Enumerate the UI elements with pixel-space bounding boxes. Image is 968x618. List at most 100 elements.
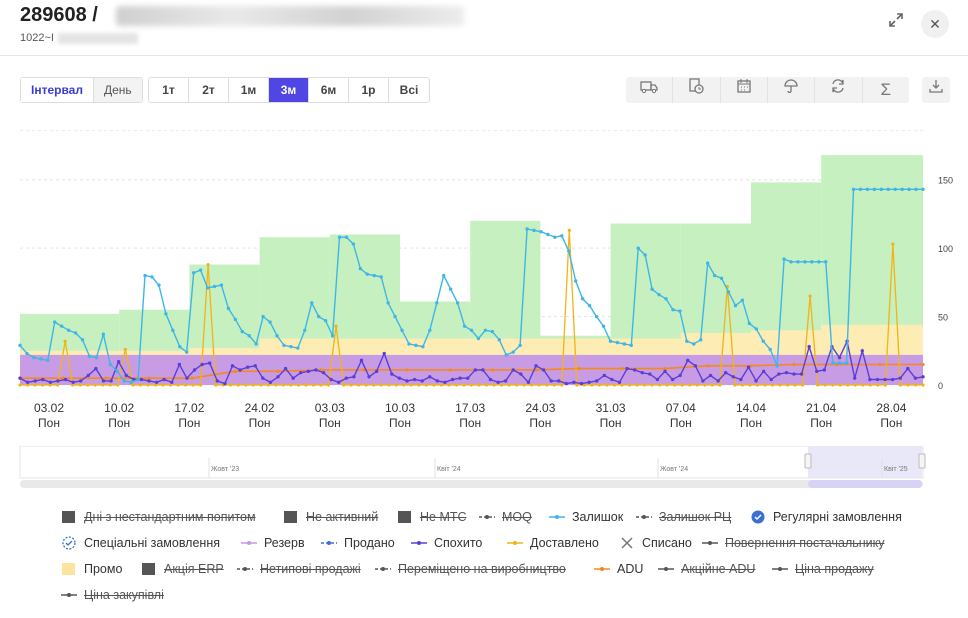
sold-point-78: [610, 377, 614, 382]
delivered-point-87: [673, 383, 677, 387]
sold-point-59: [466, 376, 470, 380]
sold-point-83: [648, 372, 652, 376]
sold-point-108: [837, 355, 842, 360]
legend-item-16[interactable]: Нетипові продажі: [236, 560, 361, 578]
legend-item-2[interactable]: Не МТС: [396, 508, 467, 526]
stock-point-53: [386, 301, 390, 305]
sold-point-104: [807, 344, 811, 349]
legend-square-icon: [60, 562, 78, 576]
legend-item-11[interactable]: Доставлено: [506, 534, 599, 552]
timeline-navigator[interactable]: Жовт '23 Квіт '24 Жовт '24 Квіт '25: [0, 446, 968, 492]
x-tick-date-9: 07.04: [666, 401, 696, 415]
close-icon[interactable]: ✕: [921, 10, 949, 38]
sold-point-87: [678, 373, 682, 378]
stock-point-125: [886, 187, 890, 192]
legend-dashline-icon: [478, 510, 496, 524]
stock-chart[interactable]: 15010050003.02Пон10.02Пон17.02Пон24.02По…: [0, 110, 968, 440]
navigator-label-3: Квіт '25: [884, 465, 908, 473]
legend-item-7[interactable]: Спеціальні замовлення: [60, 534, 220, 552]
stock-point-37: [275, 334, 279, 338]
legend-item-17[interactable]: Переміщено на виробництво: [374, 560, 566, 578]
delivered-point-43: [341, 383, 346, 387]
delivered-point-92: [710, 383, 714, 387]
legend-item-20[interactable]: Ціна продажу: [771, 560, 874, 578]
sold-point-32: [261, 376, 265, 380]
delivered-point-73: [567, 228, 571, 232]
sold-point-0: [18, 376, 22, 380]
range-button-3[interactable]: 3м: [269, 78, 309, 102]
stock-point-7: [66, 328, 71, 332]
stock-point-114: [810, 260, 814, 264]
delivered-point-103: [793, 383, 797, 387]
delivered-point-105: [808, 294, 812, 298]
delivered-point-38: [304, 383, 308, 387]
truck-icon[interactable]: [626, 77, 674, 103]
legend-item-19[interactable]: Акційне ADU: [657, 560, 755, 578]
toggle-interval[interactable]: Інтервал: [21, 78, 94, 102]
stock-point-110: [782, 257, 786, 261]
legend-item-21[interactable]: Ціна закупівлі: [60, 586, 164, 604]
legend-item-0[interactable]: Дні з нестандартним попитом: [60, 508, 256, 526]
delivered-point-1: [25, 383, 30, 387]
legend-item-10[interactable]: Спохито: [410, 534, 482, 552]
modal-header: 289608 / 1022~I ✕: [0, 0, 968, 56]
sold-point-103: [799, 372, 804, 376]
stock-point-29: [219, 283, 224, 287]
legend-item-18[interactable]: ADU: [593, 560, 643, 578]
range-button-0[interactable]: 1т: [149, 78, 189, 102]
delivered-point-67: [522, 383, 526, 387]
sold-point-86: [670, 377, 675, 382]
legend-square-icon: [60, 510, 78, 524]
stock-point-75: [539, 230, 543, 234]
legend-item-8[interactable]: Резерв: [240, 534, 305, 552]
delivered-point-106: [816, 383, 820, 387]
x-tick-date-5: 10.03: [385, 401, 415, 415]
download-icon[interactable]: [922, 77, 950, 103]
stock-point-0: [18, 343, 22, 348]
stock-point-62: [448, 287, 453, 291]
legend-item-14[interactable]: Промо: [60, 560, 122, 578]
legend-item-4[interactable]: Залишок: [548, 508, 623, 526]
calendar-icon[interactable]: [721, 77, 768, 103]
range-button-6[interactable]: Всі: [389, 78, 429, 102]
delivered-point-21: [176, 383, 180, 387]
delivered-point-12: [108, 383, 112, 387]
legend-label: Спеціальні замовлення: [84, 536, 220, 550]
range-button-5[interactable]: 1р: [349, 78, 389, 102]
legend-item-5[interactable]: Залишок РЦ: [635, 508, 731, 526]
umbrella-icon[interactable]: [768, 77, 816, 103]
delivered-point-17: [146, 383, 150, 387]
range-button-1[interactable]: 2т: [189, 78, 229, 102]
expand-icon[interactable]: [884, 12, 908, 36]
sold-point-80: [625, 366, 629, 371]
legend-item-9[interactable]: Продано: [320, 534, 395, 552]
stock-point-16: [129, 380, 133, 384]
stock-point-88: [629, 343, 633, 348]
legend-line-icon: [593, 562, 611, 576]
stock-point-10: [87, 354, 92, 358]
delivered-point-32: [259, 383, 263, 387]
legend-item-15[interactable]: Акція ERP: [140, 560, 224, 578]
sold-point-96: [746, 365, 751, 369]
refresh-icon[interactable]: [815, 77, 863, 103]
stock-point-40: [296, 346, 300, 350]
legend-line-icon: [548, 510, 566, 524]
legend-item-12[interactable]: Списано: [618, 534, 692, 552]
sold-point-45: [359, 358, 364, 363]
y-tick-label-1: 100: [938, 244, 953, 254]
sigma-icon[interactable]: Σ: [880, 80, 892, 99]
stock-point-115: [817, 260, 821, 264]
range-button-2[interactable]: 1м: [229, 78, 269, 102]
stock-point-113: [803, 260, 807, 264]
legend-item-6[interactable]: Регулярні замовлення: [749, 508, 902, 526]
delivered-point-96: [740, 383, 745, 387]
toggle-day[interactable]: День: [93, 78, 142, 102]
stock-point-129: [914, 187, 918, 192]
range-button-4[interactable]: 6м: [309, 78, 349, 102]
clock-add-icon[interactable]: [673, 77, 721, 103]
sold-point-92: [716, 379, 720, 383]
legend-item-1[interactable]: Не активний: [282, 508, 378, 526]
legend-item-3[interactable]: MOQ: [478, 508, 532, 526]
legend-item-13[interactable]: Повернення постачальнику: [701, 534, 885, 552]
sold-point-35: [283, 366, 288, 371]
